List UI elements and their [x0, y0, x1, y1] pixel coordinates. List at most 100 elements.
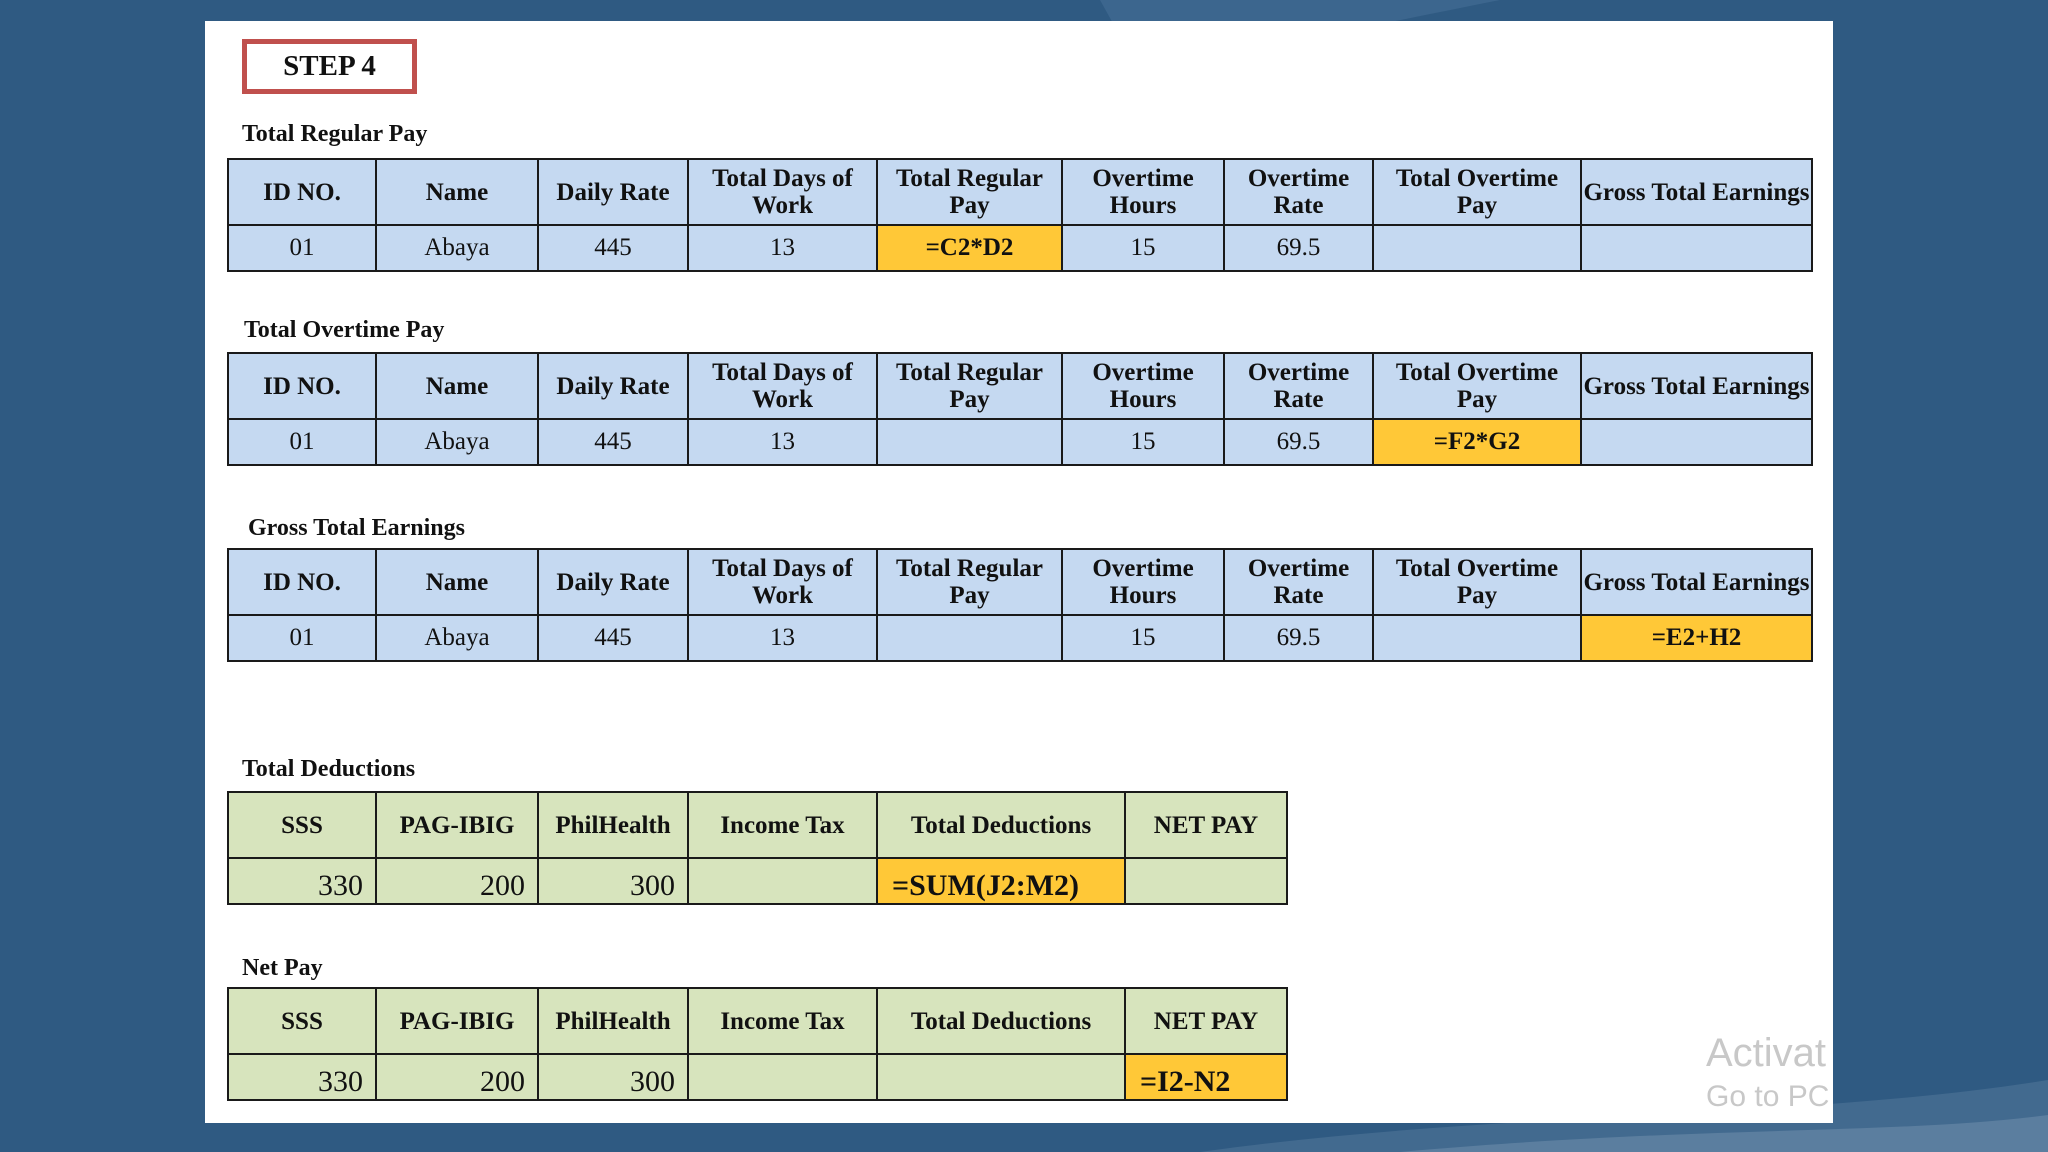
cell-income-tax [687, 1053, 878, 1101]
header-cell: Overtime Rate [1223, 352, 1374, 420]
table-header-row: ID NO. Name Daily Rate Total Days of Wor… [227, 548, 1813, 616]
header-cell: Total Regular Pay [876, 158, 1063, 226]
cell-overtime-rate: 69.5 [1223, 224, 1374, 272]
header-cell: PAG-IBIG [375, 987, 539, 1055]
header-cell: Name [375, 158, 539, 226]
header-cell: Daily Rate [537, 352, 689, 420]
cell-income-tax [687, 857, 878, 905]
table-row: 330 200 300 =I2-N2 [227, 1053, 1288, 1101]
cell-regular-pay [876, 614, 1063, 662]
cell-gross-earnings-formula: =E2+H2 [1580, 614, 1813, 662]
step-label: STEP 4 [242, 39, 417, 94]
cell-id: 01 [227, 418, 377, 466]
cell-pag-ibig: 200 [375, 857, 539, 905]
cell-days-of-work: 13 [687, 224, 878, 272]
cell-regular-pay-formula: =C2*D2 [876, 224, 1063, 272]
cell-total-deductions [876, 1053, 1126, 1101]
cell-days-of-work: 13 [687, 418, 878, 466]
table-header-row: SSS PAG-IBIG PhilHealth Income Tax Total… [227, 791, 1288, 859]
cell-gross-earnings [1580, 418, 1813, 466]
header-cell: ID NO. [227, 158, 377, 226]
watermark-line-2: Go to PC [1706, 1080, 1830, 1113]
header-cell: Overtime Hours [1061, 548, 1225, 616]
cell-days-of-work: 13 [687, 614, 878, 662]
header-cell: Overtime Rate [1223, 158, 1374, 226]
header-cell: Total Days of Work [687, 158, 878, 226]
header-cell: PhilHealth [537, 791, 689, 859]
header-cell: Total Overtime Pay [1372, 548, 1582, 616]
cell-id: 01 [227, 614, 377, 662]
regular-pay-table: ID NO. Name Daily Rate Total Days of Wor… [227, 158, 1813, 272]
header-cell: Daily Rate [537, 548, 689, 616]
cell-name: Abaya [375, 418, 539, 466]
cell-overtime-rate: 69.5 [1223, 418, 1374, 466]
header-cell: NET PAY [1124, 987, 1288, 1055]
table-row: 01 Abaya 445 13 =C2*D2 15 69.5 [227, 224, 1813, 272]
header-cell: Total Days of Work [687, 548, 878, 616]
header-cell: Gross Total Earnings [1580, 158, 1813, 226]
cell-overtime-pay-formula: =F2*G2 [1372, 418, 1582, 466]
net-pay-table: SSS PAG-IBIG PhilHealth Income Tax Total… [227, 987, 1288, 1101]
header-cell: Overtime Hours [1061, 352, 1225, 420]
header-cell: Overtime Rate [1223, 548, 1374, 616]
table-header-row: ID NO. Name Daily Rate Total Days of Wor… [227, 352, 1813, 420]
regular-pay-title: Total Regular Pay [242, 121, 428, 147]
cell-total-deductions-formula: =SUM(J2:M2) [876, 857, 1126, 905]
cell-philhealth: 300 [537, 1053, 689, 1101]
cell-name: Abaya [375, 614, 539, 662]
header-cell: Total Overtime Pay [1372, 158, 1582, 226]
cell-sss: 330 [227, 857, 377, 905]
overtime-pay-title: Total Overtime Pay [244, 317, 445, 343]
deductions-title: Total Deductions [242, 756, 416, 782]
header-cell: SSS [227, 791, 377, 859]
table-header-row: SSS PAG-IBIG PhilHealth Income Tax Total… [227, 987, 1288, 1055]
cell-pag-ibig: 200 [375, 1053, 539, 1101]
cell-net-pay-formula: =I2-N2 [1124, 1053, 1288, 1101]
cell-daily-rate: 445 [537, 224, 689, 272]
header-cell: Total Deductions [876, 987, 1126, 1055]
slide-content: STEP 4 Total Regular Pay ID NO. Name Dai… [205, 21, 1833, 1123]
header-cell: Daily Rate [537, 158, 689, 226]
activation-watermark: Activat Go to PC [1706, 1028, 1833, 1116]
header-cell: Total Deductions [876, 791, 1126, 859]
header-cell: ID NO. [227, 352, 377, 420]
cell-overtime-rate: 69.5 [1223, 614, 1374, 662]
header-cell: Income Tax [687, 987, 878, 1055]
header-cell: Total Regular Pay [876, 352, 1063, 420]
table-row: 330 200 300 =SUM(J2:M2) [227, 857, 1288, 905]
cell-id: 01 [227, 224, 377, 272]
cell-philhealth: 300 [537, 857, 689, 905]
header-cell: Gross Total Earnings [1580, 352, 1813, 420]
header-cell: Gross Total Earnings [1580, 548, 1813, 616]
header-cell: PhilHealth [537, 987, 689, 1055]
table-row: 01 Abaya 445 13 15 69.5 =F2*G2 [227, 418, 1813, 466]
header-cell: Name [375, 352, 539, 420]
header-cell: Total Overtime Pay [1372, 352, 1582, 420]
cell-daily-rate: 445 [537, 614, 689, 662]
table-header-row: ID NO. Name Daily Rate Total Days of Wor… [227, 158, 1813, 226]
cell-overtime-hours: 15 [1061, 614, 1225, 662]
cell-name: Abaya [375, 224, 539, 272]
header-cell: SSS [227, 987, 377, 1055]
header-cell: Name [375, 548, 539, 616]
cell-daily-rate: 445 [537, 418, 689, 466]
cell-net-pay [1124, 857, 1288, 905]
header-cell: Overtime Hours [1061, 158, 1225, 226]
watermark-line-1: Activat [1706, 1031, 1827, 1075]
cell-overtime-pay [1372, 224, 1582, 272]
gross-earnings-table: ID NO. Name Daily Rate Total Days of Wor… [227, 548, 1813, 662]
header-cell: Income Tax [687, 791, 878, 859]
net-pay-title: Net Pay [242, 955, 323, 981]
cell-sss: 330 [227, 1053, 377, 1101]
gross-earnings-title: Gross Total Earnings [248, 515, 465, 541]
header-cell: NET PAY [1124, 791, 1288, 859]
cell-regular-pay [876, 418, 1063, 466]
table-row: 01 Abaya 445 13 15 69.5 =E2+H2 [227, 614, 1813, 662]
cell-overtime-hours: 15 [1061, 224, 1225, 272]
header-cell: Total Regular Pay [876, 548, 1063, 616]
overtime-pay-table: ID NO. Name Daily Rate Total Days of Wor… [227, 352, 1813, 466]
deductions-table: SSS PAG-IBIG PhilHealth Income Tax Total… [227, 791, 1288, 905]
header-cell: PAG-IBIG [375, 791, 539, 859]
cell-overtime-hours: 15 [1061, 418, 1225, 466]
header-cell: Total Days of Work [687, 352, 878, 420]
